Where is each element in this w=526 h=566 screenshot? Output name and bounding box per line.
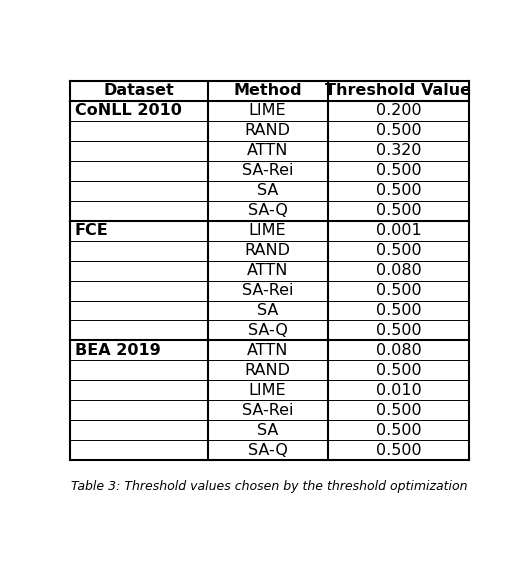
Text: ATTN: ATTN: [247, 343, 288, 358]
Text: 0.320: 0.320: [376, 143, 421, 158]
Text: Threshold Value: Threshold Value: [326, 83, 471, 98]
Text: SA: SA: [257, 423, 278, 438]
Text: BEA 2019: BEA 2019: [75, 343, 160, 358]
Text: 0.500: 0.500: [376, 443, 421, 458]
Text: Dataset: Dataset: [104, 83, 174, 98]
Text: RAND: RAND: [245, 363, 290, 378]
Text: SA-Rei: SA-Rei: [242, 164, 294, 178]
Text: SA-Rei: SA-Rei: [242, 403, 294, 418]
Text: ATTN: ATTN: [247, 263, 288, 278]
Text: 0.500: 0.500: [376, 323, 421, 338]
Text: RAND: RAND: [245, 243, 290, 258]
Text: 0.200: 0.200: [376, 104, 421, 118]
Text: 0.500: 0.500: [376, 283, 421, 298]
Text: LIME: LIME: [249, 383, 286, 398]
Text: RAND: RAND: [245, 123, 290, 138]
Text: LIME: LIME: [249, 104, 286, 118]
Text: 0.500: 0.500: [376, 123, 421, 138]
Text: CoNLL 2010: CoNLL 2010: [75, 104, 181, 118]
Text: 0.080: 0.080: [376, 263, 421, 278]
Text: SA: SA: [257, 303, 278, 318]
Text: LIME: LIME: [249, 223, 286, 238]
Text: SA-Q: SA-Q: [248, 203, 288, 218]
Text: ATTN: ATTN: [247, 143, 288, 158]
Text: Method: Method: [233, 83, 302, 98]
Text: 0.500: 0.500: [376, 423, 421, 438]
Text: Table 3: Threshold values chosen by the threshold optimization: Table 3: Threshold values chosen by the …: [72, 480, 468, 493]
Text: SA-Rei: SA-Rei: [242, 283, 294, 298]
Text: 0.500: 0.500: [376, 164, 421, 178]
Text: 0.010: 0.010: [376, 383, 421, 398]
Text: 0.500: 0.500: [376, 203, 421, 218]
Text: 0.500: 0.500: [376, 363, 421, 378]
Text: SA-Q: SA-Q: [248, 323, 288, 338]
Text: 0.080: 0.080: [376, 343, 421, 358]
Text: 0.001: 0.001: [376, 223, 421, 238]
Text: 0.500: 0.500: [376, 183, 421, 198]
Text: SA: SA: [257, 183, 278, 198]
Text: FCE: FCE: [75, 223, 108, 238]
Text: SA-Q: SA-Q: [248, 443, 288, 458]
Text: 0.500: 0.500: [376, 303, 421, 318]
Text: 0.500: 0.500: [376, 403, 421, 418]
Text: 0.500: 0.500: [376, 243, 421, 258]
